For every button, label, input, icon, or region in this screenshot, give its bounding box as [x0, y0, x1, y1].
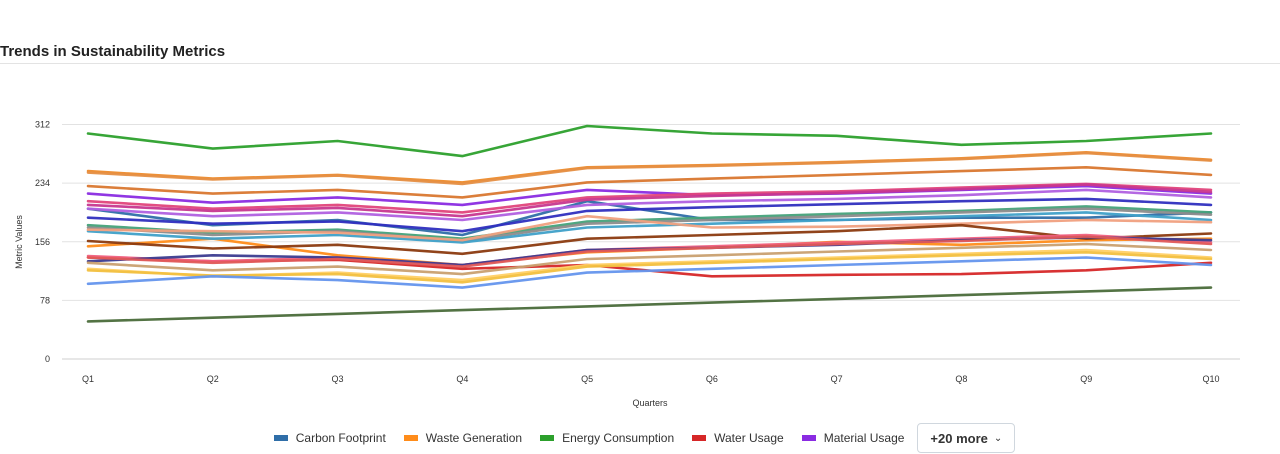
- legend-item[interactable]: Water Usage: [692, 431, 784, 445]
- legend-label: Carbon Footprint: [295, 431, 386, 445]
- legend-label: Material Usage: [823, 431, 905, 445]
- x-tick-label: Q10: [1202, 374, 1219, 384]
- legend-swatch: [692, 435, 707, 441]
- legend-swatch: [273, 435, 288, 441]
- y-tick-label: 234: [35, 178, 50, 188]
- legend-label: Waste Generation: [425, 431, 523, 445]
- series-line: [86, 223, 1213, 256]
- line-chart: 0 78 156 234 312 Q1 Q2 Q3 Q4 Q5 Q6 Q7 Q8 Q9 Q10 Quarter…: [14, 120, 1240, 408]
- legend-label: Energy Consumption: [562, 431, 675, 445]
- legend-swatch: [540, 435, 555, 441]
- series-line: [86, 211, 1213, 244]
- x-tick-label: Q4: [456, 374, 468, 384]
- chevron-down-icon: ⌄: [993, 432, 1003, 444]
- series-line: [86, 235, 1213, 268]
- chart-legend: Carbon Footprint Waste Generation Energy…: [0, 423, 1280, 453]
- x-axis-title: Quarters: [632, 398, 668, 408]
- series-line: [86, 286, 1213, 323]
- x-tick-label: Q3: [332, 374, 344, 384]
- x-tick-label: Q7: [831, 374, 843, 384]
- legend-item[interactable]: Carbon Footprint: [273, 431, 386, 445]
- title-divider: [0, 63, 1280, 64]
- x-tick-label: Q2: [207, 374, 219, 384]
- legend-swatch: [801, 435, 816, 441]
- x-tick-label: Q1: [82, 374, 94, 384]
- x-tick-label: Q6: [706, 374, 718, 384]
- series-line: [86, 183, 1213, 218]
- series-line: [86, 256, 1213, 289]
- legend-item[interactable]: Material Usage: [801, 431, 905, 445]
- x-tick-label: Q9: [1080, 374, 1092, 384]
- series-line: [86, 197, 1213, 233]
- series-line: [86, 188, 1213, 222]
- more-series-label: +20 more: [930, 430, 988, 446]
- legend-label: Water Usage: [714, 431, 784, 445]
- series-line: [86, 166, 1213, 199]
- y-tick-label: 0: [45, 354, 50, 364]
- more-series-button[interactable]: +20 more ⌄: [917, 423, 1016, 453]
- series-line: [86, 214, 1213, 242]
- series-line: [86, 242, 1213, 276]
- series-line: [86, 151, 1213, 186]
- x-tick-label: Q8: [955, 374, 967, 384]
- x-tick-label: Q5: [581, 374, 593, 384]
- series-line: [86, 124, 1213, 158]
- y-tick-label: 78: [40, 295, 50, 305]
- legend-item[interactable]: Energy Consumption: [540, 431, 674, 445]
- y-tick-label: 156: [35, 237, 50, 247]
- legend-swatch: [403, 435, 418, 441]
- chart-title: Trends in Sustainability Metrics: [0, 43, 226, 60]
- y-tick-label: 312: [35, 120, 50, 130]
- series-line: [86, 251, 1213, 284]
- y-axis-title: Metric Values: [14, 215, 24, 269]
- legend-item[interactable]: Waste Generation: [403, 431, 523, 445]
